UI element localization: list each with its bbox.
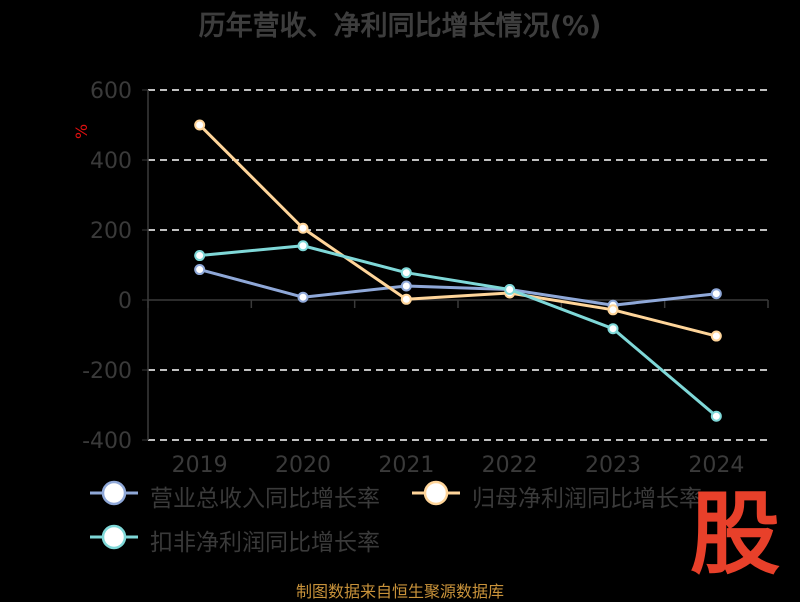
y-tick-label: 200 [90,219,132,244]
chart-title: 历年营收、净利同比增长情况(%) [198,11,602,42]
data-point-deducted-net-profit [400,267,412,279]
y-tick-label: 400 [90,149,132,174]
series-line-deducted-net-profit [199,244,718,418]
x-tick-label: 2023 [585,453,641,478]
data-point-revenue [710,288,722,300]
legend-marker-revenue [101,480,127,506]
data-point-deducted-net-profit [504,284,516,295]
data-point-net-profit [710,330,722,342]
y-tick-label: 600 [90,79,132,104]
legend-marker-deducted-net-profit [101,524,127,550]
legend-label-revenue: 营业总收入同比增长率 [150,486,380,512]
data-point-net-profit [194,119,206,131]
x-tick-label: 2024 [688,453,744,478]
y-tick-label: -200 [82,359,132,384]
legend-marker-net-profit [423,480,449,506]
source-footer: 制图数据来自恒生聚源数据库 [295,582,504,601]
y-tick-label: -400 [82,429,132,454]
data-point-revenue [400,280,412,292]
data-point-deducted-net-profit [194,250,206,262]
data-point-deducted-net-profit [297,240,309,252]
x-tick-label: 2022 [482,453,538,478]
data-point-net-profit [607,304,619,316]
data-point-deducted-net-profit [710,410,722,422]
data-point-net-profit [297,222,309,234]
x-tick-label: 2021 [378,453,434,478]
legend-label-net-profit: 归母净利润同比增长率 [472,486,702,512]
legend-label-deducted-net-profit: 扣非净利润同比增长率 [150,530,380,556]
series-line-revenue [199,268,717,307]
x-tick-label: 2019 [172,453,228,478]
data-point-revenue [297,291,309,303]
y-tick-label: 0 [118,289,132,314]
x-tick-label: 2020 [275,453,331,478]
data-point-revenue [194,264,206,276]
watermark-logo: 股 [690,482,780,587]
data-point-net-profit [400,293,412,305]
data-point-deducted-net-profit [607,323,619,335]
series-line-net-profit [198,123,717,338]
